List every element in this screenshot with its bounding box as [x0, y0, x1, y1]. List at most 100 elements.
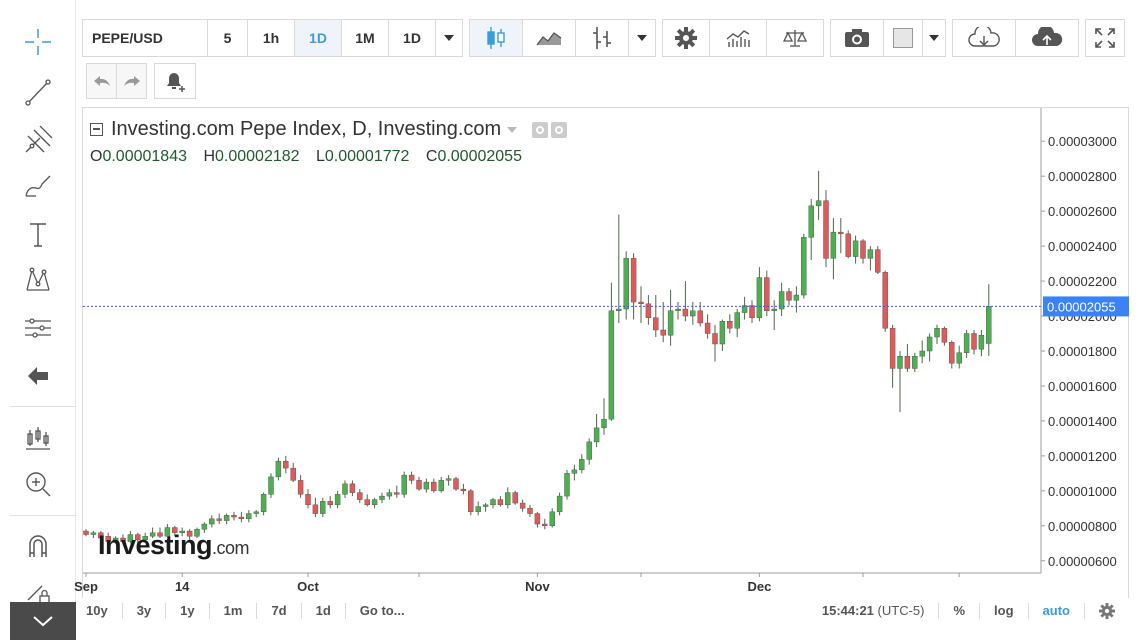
y-tick-label: 0.00001400: [1048, 414, 1117, 429]
candle-body: [401, 474, 407, 495]
candle-body: [934, 328, 940, 338]
lock-drawing-icon[interactable]: [14, 572, 62, 612]
undo-button[interactable]: [86, 63, 117, 99]
fullscreen-icon: [1095, 28, 1115, 48]
interval-button-1d-alt[interactable]: 1D: [388, 19, 436, 57]
arrow-left-icon[interactable]: [14, 356, 62, 396]
pattern-icon[interactable]: [14, 260, 62, 300]
gear-icon[interactable]: [551, 121, 568, 138]
candle-body: [246, 513, 252, 520]
range-button-7d[interactable]: 7d: [257, 603, 302, 619]
candle-body: [719, 321, 726, 345]
bars-chart-type-button[interactable]: [575, 19, 629, 57]
candle-body: [749, 305, 755, 318]
magnet-icon[interactable]: [14, 526, 62, 566]
color-dropdown-button[interactable]: [922, 19, 946, 57]
chart-legend: Investing.com Pepe Index, D, Investing.c…: [90, 118, 568, 166]
zoom-in-icon[interactable]: [14, 464, 62, 504]
interval-button-1m[interactable]: 1M: [341, 19, 389, 57]
log-scale-toggle[interactable]: log: [980, 603, 1029, 619]
x-tick-label: Nov: [525, 579, 550, 594]
cloud-download-icon: [968, 27, 1000, 47]
low-label: L: [315, 148, 325, 165]
candle-body: [608, 310, 615, 420]
area-chart-type-button[interactable]: [522, 19, 576, 57]
candle-body: [697, 310, 703, 324]
screenshot-button[interactable]: [830, 19, 884, 57]
candle-body: [571, 469, 578, 474]
fullscreen-button[interactable]: [1085, 19, 1125, 57]
watermark-suffix: .com: [212, 538, 250, 558]
candle-body: [630, 258, 637, 303]
x-tick-label: 14: [175, 579, 190, 594]
gear-icon: [675, 27, 697, 49]
candle-body: [645, 303, 652, 318]
clock-display[interactable]: 15:44:21 (UTC-5): [808, 603, 940, 619]
candle-body: [904, 356, 911, 369]
candle-body: [223, 515, 230, 521]
redo-button[interactable]: [116, 63, 147, 99]
collapse-legend-icon[interactable]: [90, 123, 103, 136]
candle-body: [371, 499, 378, 506]
caret-down-icon: [637, 35, 647, 41]
candle-body: [793, 294, 800, 301]
candle-body: [334, 494, 341, 506]
candle-body: [201, 523, 208, 530]
settings-button[interactable]: [662, 19, 710, 57]
chart-type-dropdown-button[interactable]: [628, 19, 656, 57]
measure-icon[interactable]: [14, 308, 62, 348]
caret-down-icon[interactable]: [506, 126, 518, 134]
brush-icon[interactable]: [14, 166, 62, 206]
load-chart-button[interactable]: [952, 19, 1016, 57]
candle-body: [253, 511, 259, 514]
text-tool-icon[interactable]: [14, 214, 62, 254]
percent-scale-toggle[interactable]: %: [939, 603, 981, 619]
interval-button-1d[interactable]: 1D: [294, 19, 342, 57]
candle-body: [875, 249, 881, 273]
candle-body: [468, 490, 474, 513]
pitchfork-icon[interactable]: [14, 120, 62, 160]
eye-icon[interactable]: [532, 121, 549, 138]
interval-dropdown-button[interactable]: [435, 19, 463, 57]
crosshair-icon[interactable]: [14, 22, 62, 62]
candle-body: [283, 460, 289, 469]
compare-button[interactable]: [766, 19, 824, 57]
candle-body: [90, 532, 97, 535]
range-button-3y[interactable]: 3y: [123, 603, 167, 619]
candle-body: [823, 200, 829, 259]
color-picker-button[interactable]: [883, 19, 923, 57]
candle-body: [120, 537, 126, 542]
clock-timezone: (UTC-5): [877, 603, 925, 618]
indicators-icon[interactable]: [14, 418, 62, 458]
interval-button-5[interactable]: 5: [207, 19, 248, 57]
range-button-1d[interactable]: 1d: [302, 603, 346, 619]
candle-body: [778, 291, 785, 310]
y-tick-label: 0.00003000: [1048, 134, 1117, 149]
candle-body: [623, 258, 629, 310]
add-alert-button[interactable]: [154, 63, 196, 99]
range-button-10y[interactable]: 10y: [82, 603, 123, 619]
range-button-1y[interactable]: 1y: [166, 603, 210, 619]
symbol-search-input[interactable]: PEPE/USD: [82, 19, 208, 57]
goto-date-button[interactable]: Go to...: [359, 603, 405, 618]
candle-body: [386, 492, 393, 497]
chart-settings-button[interactable]: [1085, 603, 1129, 619]
candle-body: [860, 240, 866, 259]
candle-body: [512, 492, 518, 504]
indicators-button[interactable]: [709, 19, 767, 57]
auto-scale-toggle[interactable]: auto: [1029, 603, 1085, 619]
range-button-1m[interactable]: 1m: [210, 603, 258, 619]
save-chart-button[interactable]: [1015, 19, 1079, 57]
candle-body: [704, 322, 711, 334]
gear-icon: [1099, 603, 1115, 619]
candle-body: [364, 499, 370, 506]
trend-line-icon[interactable]: [14, 72, 62, 112]
candle-body: [593, 427, 600, 443]
candle-body: [756, 277, 763, 318]
candle-body: [445, 478, 452, 481]
interval-button-1h[interactable]: 1h: [247, 19, 295, 57]
candle-body: [838, 231, 844, 235]
candle-body: [690, 310, 696, 317]
collapse-toolbar-button[interactable]: [10, 602, 76, 640]
